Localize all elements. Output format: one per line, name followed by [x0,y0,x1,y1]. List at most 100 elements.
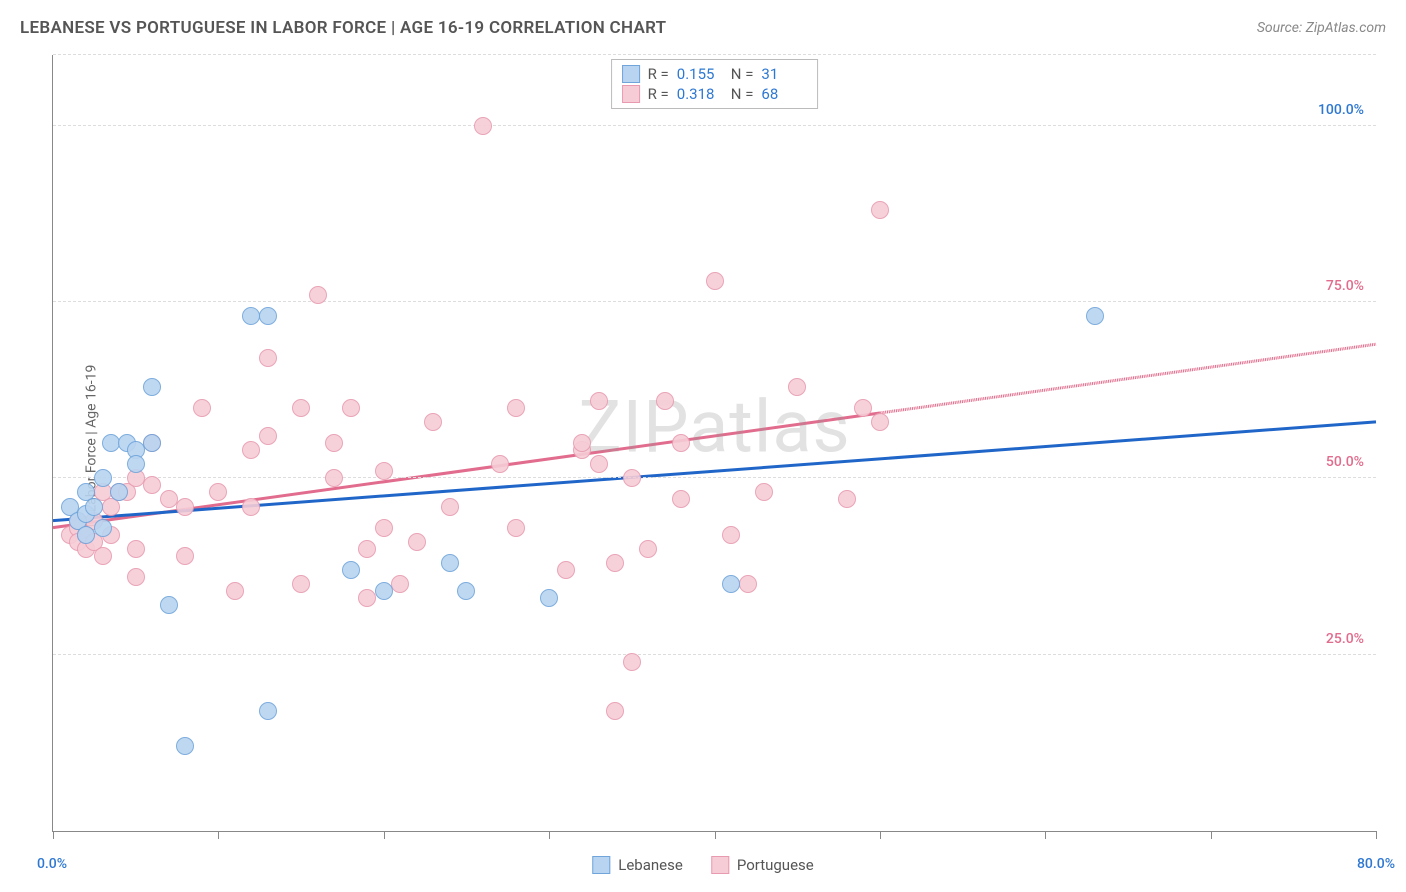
swatch-lebanese [622,65,640,83]
bottom-legend: Lebanese Portuguese [592,856,813,874]
legend-item-portuguese: Portuguese [711,856,814,874]
data-point [441,498,459,516]
n-label: N = [731,85,754,103]
data-point [160,490,178,508]
data-point [85,498,103,516]
x-tick [218,831,219,839]
data-point [259,702,277,720]
data-point [656,392,674,410]
stats-row-portuguese: R = 0.318 N = 68 [622,84,808,104]
data-point [127,568,145,586]
data-point [292,399,310,417]
y-tick-label: 75.0% [1326,278,1364,294]
stats-row-lebanese: R = 0.155 N = 31 [622,64,808,84]
x-tick [1045,831,1046,839]
x-tick [715,831,716,839]
data-point [706,272,724,290]
data-point [226,582,244,600]
data-point [871,413,889,431]
chart-container: LEBANESE VS PORTUGUESE IN LABOR FORCE | … [0,0,1406,892]
x-tick [1376,831,1377,839]
r-value-lebanese: 0.155 [677,65,723,83]
r-value-portuguese: 0.318 [677,85,723,103]
x-tick [549,831,550,839]
data-point [639,540,657,558]
r-label: R = [648,85,669,103]
data-point [292,575,310,593]
data-point [457,582,475,600]
data-point [193,399,211,417]
data-point [110,483,128,501]
data-point [242,441,260,459]
data-point [102,434,120,452]
data-point [755,483,773,501]
data-point [160,596,178,614]
y-tick-label: 25.0% [1326,631,1364,647]
data-point [127,455,145,473]
gridline [53,654,1376,655]
data-point [672,490,690,508]
gridline [53,125,1376,126]
trend-line [880,344,1376,413]
data-point [143,476,161,494]
data-point [325,434,343,452]
x-tick [1211,831,1212,839]
legend-label-portuguese: Portuguese [737,856,814,874]
data-point [722,526,740,544]
data-point [590,455,608,473]
data-point [391,575,409,593]
data-point [507,399,525,417]
gridline [53,301,1376,302]
x-tick-label: 0.0% [37,856,67,872]
data-point [342,399,360,417]
y-tick-label: 100.0% [1318,102,1364,118]
data-point [623,469,641,487]
data-point [176,547,194,565]
data-point [491,455,509,473]
data-point [722,575,740,593]
r-label: R = [648,65,669,83]
data-point [176,737,194,755]
x-tick-label: 80.0% [1357,856,1395,872]
data-point [375,462,393,480]
data-point [507,519,525,537]
data-point [739,575,757,593]
x-tick [880,831,881,839]
n-value-lebanese: 31 [761,65,807,83]
data-point [838,490,856,508]
data-point [94,547,112,565]
data-point [606,554,624,572]
gridline [53,477,1376,478]
legend-item-lebanese: Lebanese [592,856,683,874]
data-point [358,589,376,607]
data-point [325,469,343,487]
data-point [590,392,608,410]
data-point [424,413,442,431]
plot-area: ZIPatlas R = 0.155 N = 31 R = 0.318 N = … [52,55,1376,832]
chart-title: LEBANESE VS PORTUGUESE IN LABOR FORCE | … [20,18,666,38]
data-point [375,519,393,537]
data-point [408,533,426,551]
data-point [623,653,641,671]
y-tick-label: 50.0% [1326,454,1364,470]
data-point [540,589,558,607]
data-point [375,582,393,600]
data-point [1086,307,1104,325]
data-point [441,554,459,572]
n-label: N = [731,65,754,83]
x-tick [53,831,54,839]
data-point [358,540,376,558]
swatch-portuguese [711,856,729,874]
x-tick [384,831,385,839]
swatch-portuguese [622,85,640,103]
data-point [259,307,277,325]
source-label: Source: ZipAtlas.com [1257,20,1386,36]
gridline [53,54,1376,55]
data-point [127,540,145,558]
data-point [342,561,360,579]
stats-legend: R = 0.155 N = 31 R = 0.318 N = 68 [611,59,819,109]
legend-label-lebanese: Lebanese [618,856,683,874]
data-point [94,519,112,537]
data-point [557,561,575,579]
data-point [672,434,690,452]
